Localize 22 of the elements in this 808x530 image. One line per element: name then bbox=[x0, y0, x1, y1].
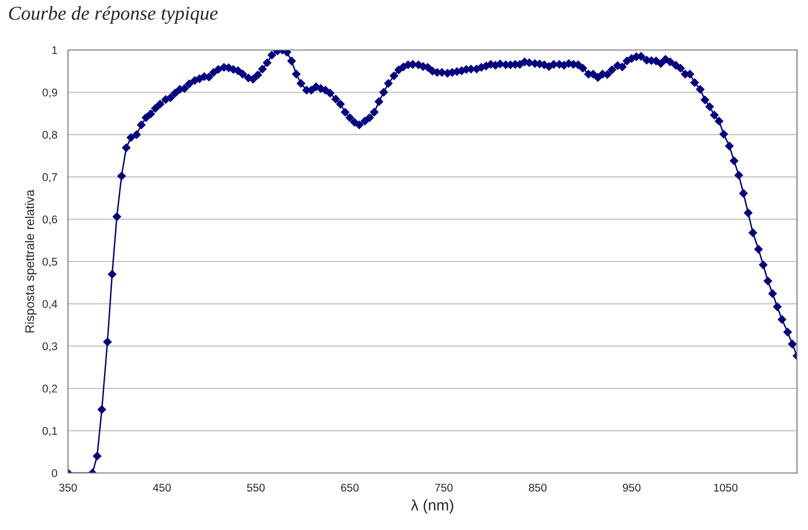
y-tick-label: 0,4 bbox=[42, 300, 58, 310]
y-tick-label: 0,6 bbox=[42, 215, 58, 225]
y-tick-label: 0,2 bbox=[42, 384, 58, 394]
y-tick-label: 0,7 bbox=[42, 173, 58, 182]
x-tick-label: 450 bbox=[152, 484, 171, 492]
y-tick-label: 1 bbox=[52, 46, 58, 54]
y-tick-label: 0,8 bbox=[42, 130, 58, 140]
x-tick-label: 950 bbox=[622, 484, 640, 492]
x-tick-label: 550 bbox=[247, 484, 265, 492]
x-tick-label: 1050 bbox=[714, 484, 738, 492]
y-tick-label: 0,9 bbox=[42, 88, 58, 98]
x-tick-label: 650 bbox=[341, 484, 359, 492]
x-axis-title: λ (nm) bbox=[410, 499, 454, 514]
x-tick-label: 850 bbox=[528, 484, 547, 492]
y-tick-label: 0,5 bbox=[42, 258, 58, 267]
y-tick-label: 0 bbox=[52, 469, 58, 478]
x-tick-label: 350 bbox=[59, 484, 77, 492]
y-tick-label: 0,1 bbox=[42, 426, 58, 436]
chart-title: Courbe de réponse typique bbox=[9, 6, 218, 24]
x-tick-label: 750 bbox=[435, 484, 453, 492]
y-axis-title: Risposta spettrale relativa bbox=[24, 190, 37, 332]
y-tick-label: 0,3 bbox=[42, 342, 58, 352]
